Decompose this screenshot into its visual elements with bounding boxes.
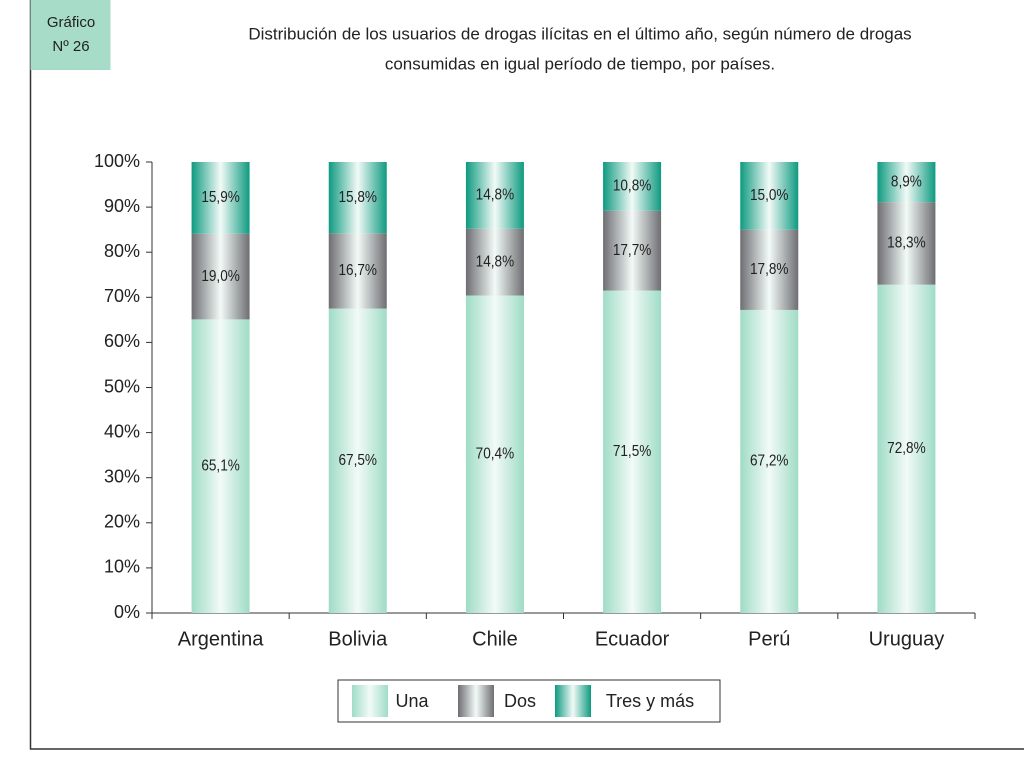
bar-segment	[465, 228, 524, 296]
y-tick-label: 50%	[104, 376, 140, 396]
data-label: 67,5%	[338, 452, 377, 469]
data-label: 15,9%	[201, 189, 240, 206]
badge-text: Gráfico	[47, 14, 95, 31]
bar-segment	[191, 319, 250, 613]
data-label: 70,4%	[476, 446, 515, 463]
y-tick-label: 0%	[114, 602, 140, 622]
data-label: 19,0%	[201, 268, 240, 285]
data-label: 14,8%	[476, 187, 515, 204]
data-label: 17,8%	[750, 261, 789, 278]
bar-segment	[740, 162, 799, 230]
x-tick-label: Ecuador	[595, 628, 670, 650]
x-tick-label: Argentina	[178, 628, 264, 650]
y-tick-label: 90%	[104, 196, 140, 216]
data-label: 67,2%	[750, 453, 789, 470]
bar-segment	[877, 284, 936, 613]
data-label: 17,7%	[613, 242, 652, 259]
chart-title: Distribución de los usuarios de drogas i…	[248, 24, 911, 43]
data-label: 65,1%	[201, 457, 240, 474]
x-tick-label: Bolivia	[328, 628, 388, 650]
data-label: 14,8%	[476, 253, 515, 270]
y-tick-label: 100%	[94, 151, 140, 171]
data-label: 72,8%	[887, 440, 926, 457]
legend-swatch	[352, 685, 388, 717]
data-label: 10,8%	[613, 178, 652, 195]
y-tick-label: 30%	[104, 466, 140, 486]
bar-segment	[603, 290, 662, 613]
y-tick-label: 10%	[104, 557, 140, 577]
data-label: 18,3%	[887, 235, 926, 252]
legend-swatch	[458, 685, 494, 717]
x-tick-label: Chile	[472, 628, 518, 650]
bar-segment	[740, 309, 799, 613]
bar-segment	[877, 202, 936, 285]
bar-segment	[740, 229, 799, 310]
bar-segment	[603, 162, 662, 211]
x-tick-label: Perú	[748, 628, 790, 650]
data-label: 71,5%	[613, 443, 652, 460]
x-tick-label: Uruguay	[869, 628, 945, 650]
y-tick-label: 60%	[104, 331, 140, 351]
chart-title: consumidas en igual período de tiempo, p…	[385, 54, 775, 73]
bar-segment	[465, 295, 524, 613]
y-tick-label: 20%	[104, 512, 140, 532]
y-tick-label: 40%	[104, 421, 140, 441]
bar-segment	[877, 162, 936, 203]
bar-segment	[328, 308, 387, 613]
y-tick-label: 70%	[104, 286, 140, 306]
legend-label: Dos	[504, 691, 536, 711]
legend-box	[337, 679, 721, 723]
bar-segment	[328, 233, 387, 309]
y-tick-label: 80%	[104, 241, 140, 261]
legend-label: Una	[395, 691, 429, 711]
bar-segment	[603, 210, 662, 291]
bar-segment	[328, 162, 387, 234]
frame	[29, 0, 1024, 750]
data-label: 8,9%	[891, 173, 922, 190]
data-label: 15,0%	[750, 187, 789, 204]
bar-segment	[465, 162, 524, 229]
bar-segment	[191, 233, 250, 320]
data-label: 15,8%	[338, 189, 377, 206]
badge-box	[30, 0, 111, 70]
legend-label: Tres y más	[606, 691, 694, 711]
data-label: 16,7%	[338, 262, 377, 279]
bar-segment	[191, 162, 250, 234]
legend-swatch	[555, 685, 591, 717]
badge-text: Nº 26	[52, 38, 89, 55]
